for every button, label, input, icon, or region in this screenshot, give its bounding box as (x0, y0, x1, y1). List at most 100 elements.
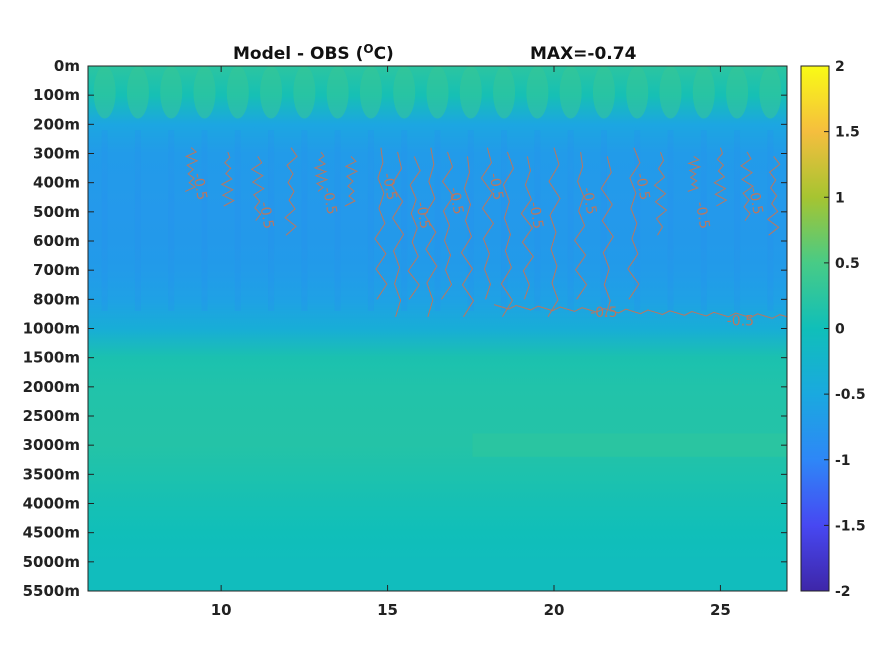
contour-label: -0.5 (590, 305, 617, 321)
contour-line (766, 156, 781, 236)
subsurface-cool-stripe (101, 130, 108, 311)
contour-label: -0.5 (745, 186, 766, 216)
subsurface-cool-stripe (168, 130, 175, 311)
y-tick-label: 2000m (23, 378, 80, 396)
heatmap-stripes (93, 66, 787, 457)
y-tick-label: 5000m (23, 553, 80, 571)
contour-line (220, 151, 235, 207)
contour-line (184, 147, 199, 192)
colorbar-tick-label: -0.5 (835, 387, 866, 403)
x-tick-label: 10 (211, 601, 232, 619)
y-axis: 0m 100m 200m 300m 400m 500m 600m 700m 800m 1000m 1… (23, 57, 787, 600)
subsurface-cool-stripe (667, 130, 674, 311)
surface-warm-stripe (126, 66, 149, 119)
y-tick-label: 400m (33, 174, 80, 192)
surface-warm-stripe (393, 66, 416, 119)
subsurface-cool-stripe (134, 130, 141, 311)
colorbar-tick-label: 0.5 (835, 256, 860, 272)
colorbar-tick-label: 0 (835, 322, 845, 338)
subsurface-cool-stripe (401, 130, 408, 311)
surface-warm-stripe (93, 66, 116, 119)
colorbar-ticks: 2 1.5 1 0.5 0 -0.5 -1 -1.5 -2 (824, 59, 866, 600)
contour-line (713, 147, 728, 207)
contour-line (687, 156, 702, 192)
surface-warm-stripe (493, 66, 516, 119)
surface-warm-stripe (726, 66, 749, 119)
heatmap-area: -0.5 -0.5 -0.5 -0.5 -0.5 -0.5 -0.5 -0.5 -0.5 -0.5… (88, 66, 787, 591)
contour-label: -0.5 (525, 201, 546, 231)
contour-label: -0.5 (579, 186, 600, 216)
contour-label: -0.5 (256, 201, 277, 231)
heatmap-field (88, 66, 787, 591)
surface-warm-stripe (692, 66, 715, 119)
surface-warm-stripe (626, 66, 649, 119)
x-tick-label: 25 (710, 601, 731, 619)
subsurface-cool-stripe (700, 130, 707, 311)
surface-warm-stripe (759, 66, 782, 119)
contour-lines: -0.5 -0.5 -0.5 -0.5 -0.5 -0.5 -0.5 -0.5 -0.5 -0.5… (184, 147, 787, 330)
deep-warm-band (472, 433, 787, 457)
y-tick-label: 100m (33, 86, 80, 104)
contour-line (390, 151, 405, 317)
y-tick-label: 500m (33, 203, 80, 221)
surface-warm-stripe (260, 66, 283, 119)
subsurface-cool-stripe (367, 130, 374, 311)
surface-warm-stripe (326, 66, 349, 119)
y-tick-label: 0m (54, 57, 80, 75)
x-tick-label: 15 (377, 601, 398, 619)
x-tick-label: 20 (544, 601, 565, 619)
subsurface-cool-stripe (501, 130, 508, 311)
contour-line (500, 151, 514, 318)
y-tick-label: 200m (33, 115, 80, 133)
y-tick-label: 600m (33, 232, 80, 250)
surface-warm-stripe (193, 66, 216, 119)
contour-line (407, 156, 421, 300)
subsurface-cool-stripe (334, 130, 341, 311)
contour-label: -0.5 (692, 201, 713, 231)
contour-line (284, 147, 298, 236)
subsurface-cool-stripe (467, 130, 474, 311)
contour-line (653, 151, 668, 236)
subsurface-cool-stripe (234, 130, 241, 311)
contour-line (441, 151, 455, 300)
y-tick-label: 3000m (23, 436, 80, 454)
colorbar-tick-label: 1.5 (835, 125, 860, 141)
contour-line (374, 147, 388, 300)
x-axis: 10 15 20 25 (211, 66, 731, 619)
surface-warm-stripe (426, 66, 449, 119)
y-tick-label: 800m (33, 290, 80, 308)
surface-warm-stripe (559, 66, 582, 119)
surface-warm-stripe (592, 66, 615, 119)
contour-label: -0.5 (319, 186, 340, 216)
contour-line (627, 147, 641, 300)
contour-line (460, 156, 475, 318)
contour-line (600, 156, 614, 317)
y-tick-label: 3500m (23, 465, 80, 483)
subsurface-cool-stripe (634, 130, 641, 311)
surface-warm-stripe (293, 66, 316, 119)
contour-line (480, 147, 495, 300)
contour-line (574, 151, 588, 300)
contour-line (424, 147, 438, 317)
surface-warm-stripe (459, 66, 482, 119)
y-tick-label: 300m (33, 145, 80, 163)
contour-line-horizontal (493, 304, 787, 319)
y-tick-label: 4500m (23, 524, 80, 542)
surface-warm-stripe (359, 66, 382, 119)
colorbar-tick-label: 2 (835, 59, 845, 75)
contour-label: -0.5 (379, 172, 400, 202)
contour-line (740, 151, 754, 221)
surface-warm-stripe (526, 66, 549, 119)
surface-warm-stripe (226, 66, 249, 119)
subsurface-cool-stripe (567, 130, 574, 311)
contour-label: -0.5 (632, 172, 653, 202)
colorbar-tick-label: -1.5 (835, 518, 866, 534)
subsurface-cool-stripe (600, 130, 607, 311)
colorbar-tick-label: -2 (835, 584, 851, 600)
contour-line (313, 151, 329, 192)
contour-line (250, 156, 265, 221)
max-label: MAX=-0.74 (530, 44, 637, 64)
contour-label: -0.5 (727, 314, 754, 330)
surface-warm-stripe (160, 66, 183, 119)
